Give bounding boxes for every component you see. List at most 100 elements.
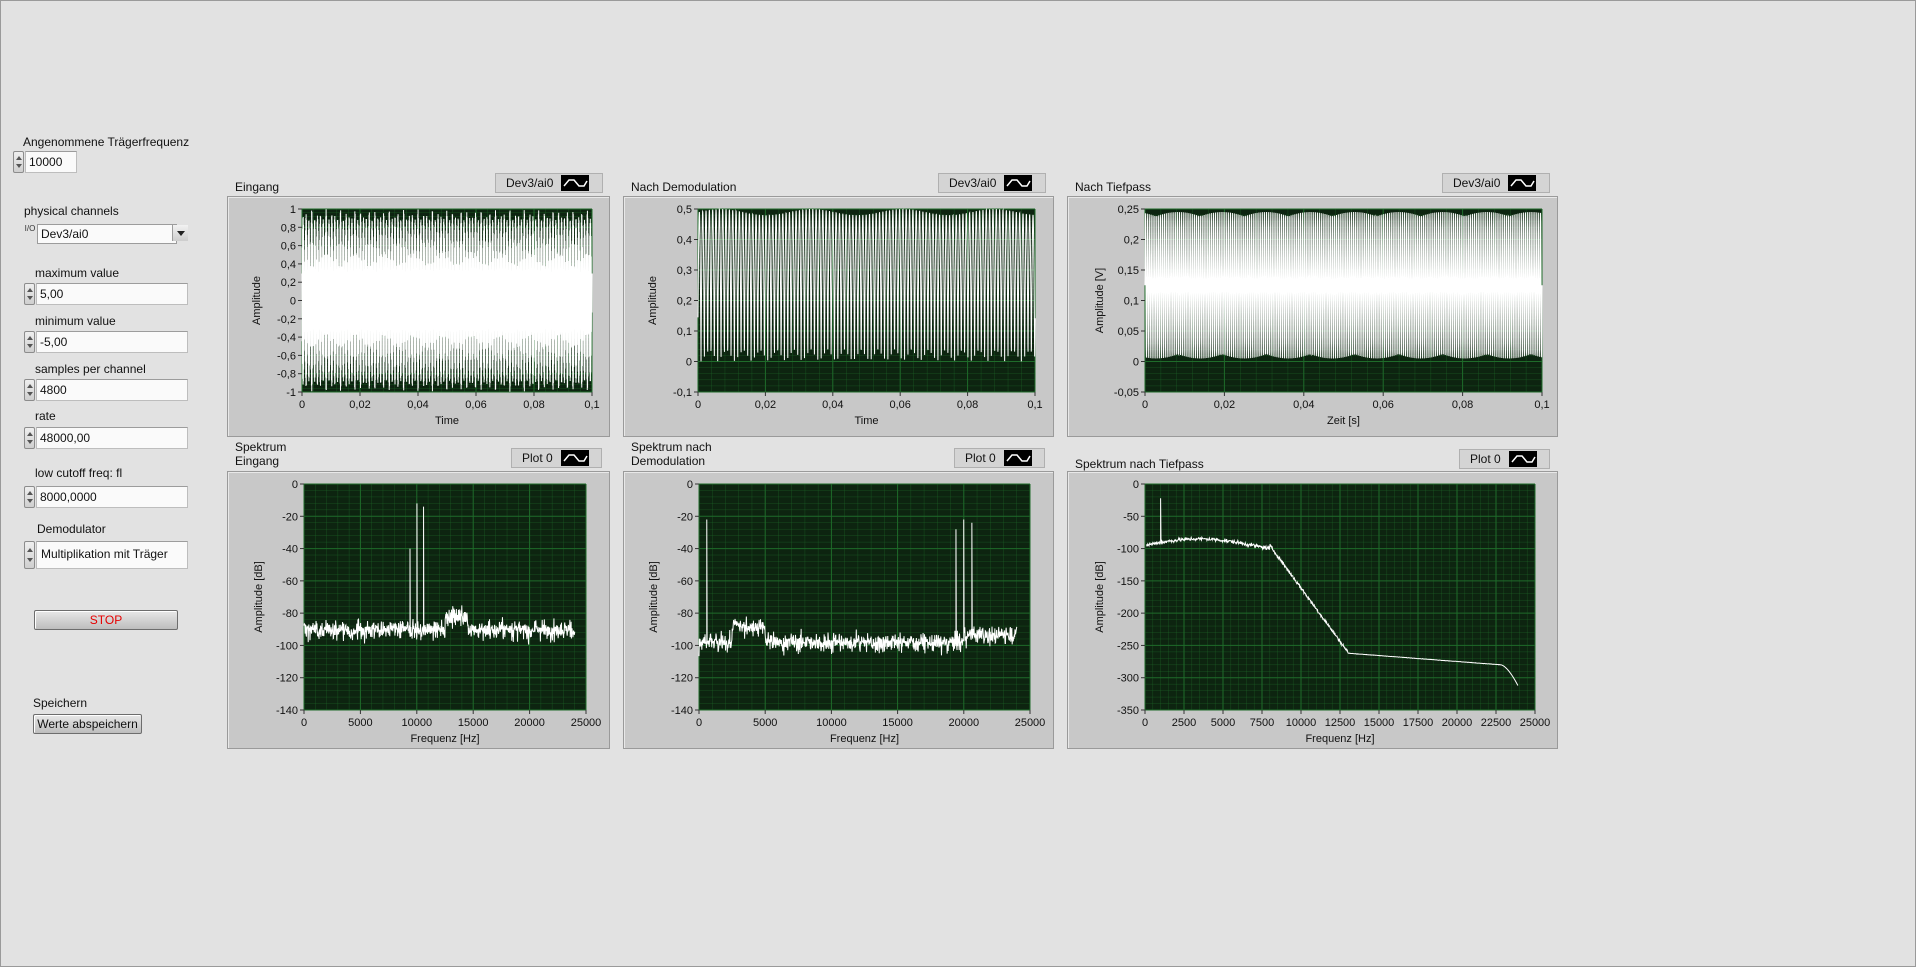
- x-tick-label: 0: [299, 399, 305, 411]
- dropdown-arrow-icon[interactable]: [172, 225, 188, 241]
- plot-legend[interactable]: Dev3/ai0: [938, 173, 1046, 193]
- rate-control: [24, 427, 188, 449]
- physical-channels-value[interactable]: Dev3/ai0: [37, 224, 177, 244]
- y-tick-label: -50: [1123, 511, 1139, 523]
- maximum-value-input[interactable]: [36, 283, 188, 305]
- x-tick-label: 20000: [949, 717, 980, 729]
- samples-per-channel-input[interactable]: [36, 379, 188, 401]
- x-tick-label: 5000: [1211, 717, 1235, 729]
- series-line: [697, 207, 1036, 362]
- increment-arrow-icon: [27, 336, 33, 340]
- demodulator-value[interactable]: Multiplikation mit Träger: [36, 541, 188, 569]
- y-axis-label: Amplitude [V]: [1094, 268, 1106, 333]
- y-tick-label: -0,6: [277, 350, 296, 362]
- y-tick-label: -60: [677, 576, 693, 588]
- x-tick-label: 2500: [1172, 717, 1196, 729]
- increment-arrow-icon: [16, 156, 22, 160]
- decrement-arrow-icon: [27, 392, 33, 396]
- plot-area: [304, 484, 586, 710]
- graph-title-line: Spektrum nach Tiefpass: [1075, 457, 1204, 471]
- minimum-value-input[interactable]: [36, 331, 188, 353]
- x-tick-label: 10000: [1286, 717, 1317, 729]
- plot-area: [699, 484, 1030, 710]
- x-tick-label: 0,1: [584, 399, 599, 411]
- decrement-arrow-icon: [27, 440, 33, 444]
- plot-style-icon[interactable]: [560, 450, 589, 466]
- x-tick-label: 20000: [1442, 717, 1473, 729]
- plot-style-icon[interactable]: [561, 175, 590, 191]
- x-axis-label: Zeit [s]: [1327, 415, 1360, 427]
- samples-per-channel-spinner[interactable]: [24, 379, 35, 401]
- y-axis-label: Amplitude: [251, 276, 263, 325]
- y-tick-label: 0,8: [281, 222, 296, 234]
- plot-style-icon[interactable]: [1508, 175, 1537, 191]
- decrement-arrow-icon: [16, 164, 22, 168]
- y-tick-label: -350: [1117, 705, 1139, 717]
- x-axis-label: Frequenz [Hz]: [410, 733, 479, 745]
- grid-lines: [303, 483, 587, 711]
- x-tick-label: 0: [301, 717, 307, 729]
- y-tick-label: -0,2: [277, 314, 296, 326]
- x-tick-label: 17500: [1403, 717, 1434, 729]
- graph-title-line: Nach Tiefpass: [1075, 180, 1152, 194]
- plot-legend[interactable]: Plot 0: [511, 448, 602, 468]
- y-tick-label: -0,1: [673, 387, 692, 399]
- y-tick-label: -80: [677, 608, 693, 620]
- x-tick-label: 0: [695, 399, 701, 411]
- plot-legend[interactable]: Dev3/ai0: [495, 173, 603, 193]
- x-tick-label: 0,08: [1452, 399, 1473, 411]
- x-tick-label: 0,06: [465, 399, 486, 411]
- graph-title-line: Eingang: [235, 180, 280, 194]
- maximum-value-control: [24, 283, 188, 305]
- carrier-frequency-spinner[interactable]: [13, 151, 24, 173]
- x-tick-label: 0,04: [407, 399, 428, 411]
- carrier-frequency-control: [13, 151, 77, 173]
- rate-spinner[interactable]: [24, 427, 35, 449]
- legend-label: Dev3/ai0: [506, 176, 554, 190]
- y-tick-label: -40: [282, 544, 298, 556]
- plot-legend[interactable]: Dev3/ai0: [1442, 173, 1550, 193]
- plot-legend[interactable]: Plot 0: [1459, 449, 1550, 469]
- graph-title: Spektrum nach Demodulation: [631, 440, 712, 468]
- graph-title-line: Spektrum nach: [631, 440, 712, 454]
- low-cutoff-label: low cutoff freq: fl: [35, 466, 123, 480]
- demodulator-label: Demodulator: [37, 522, 106, 536]
- maximum-value-label: maximum value: [35, 266, 120, 280]
- y-tick-label: 0: [292, 479, 298, 491]
- graph-spektrum-eingang: 0 5000 10000 15000 20000 25000 0 -20 -40 -60 -80 -1…: [227, 471, 610, 749]
- rate-input[interactable]: [36, 427, 188, 449]
- y-tick-label: -120: [276, 673, 298, 685]
- x-tick-label: 0,1: [1534, 399, 1549, 411]
- carrier-frequency-input[interactable]: [25, 151, 77, 173]
- graph-title-line: Eingang: [235, 454, 280, 468]
- chart-svg: 0 2500 5000 7500 10000 12500 15000 17500 20000 22…: [1094, 479, 1550, 745]
- y-tick-label: 0,25: [1118, 204, 1139, 216]
- y-tick-label: -200: [1117, 608, 1139, 620]
- low-cutoff-spinner[interactable]: [24, 486, 35, 508]
- y-tick-label: -0,05: [1114, 387, 1139, 399]
- low-cutoff-input[interactable]: [36, 486, 188, 508]
- x-tick-label: 15000: [1364, 717, 1395, 729]
- save-values-button[interactable]: Werte abspeichern: [33, 714, 142, 734]
- series-line: [1146, 498, 1519, 686]
- maximum-value-spinner[interactable]: [24, 283, 35, 305]
- x-tick-label: 15000: [882, 717, 913, 729]
- legend-label: Plot 0: [1470, 452, 1501, 466]
- graph-spektrum-nach-demodulation: 0 5000 10000 15000 20000 25000 0 -20 -40 -60 -80 -1…: [623, 471, 1054, 749]
- chart-svg: 0 0,02 0,04 0,06 0,08 0,1 1 0,8 0,6 0,4 0,2 0 -0,2 -0…: [251, 204, 600, 427]
- plot-style-icon[interactable]: [1004, 175, 1033, 191]
- plot-style-icon[interactable]: [1508, 451, 1537, 467]
- y-tick-label: 0,5: [677, 204, 692, 216]
- plot-legend[interactable]: Plot 0: [954, 448, 1045, 468]
- y-tick-label: 0,4: [281, 259, 296, 271]
- minimum-value-spinner[interactable]: [24, 331, 35, 353]
- x-tick-label: 0: [1142, 399, 1148, 411]
- stop-button[interactable]: STOP: [34, 610, 178, 630]
- increment-arrow-icon: [27, 548, 33, 552]
- x-tick-label: 0,04: [1293, 399, 1314, 411]
- physical-channels-select[interactable]: I/O Dev3/ai0: [24, 224, 188, 244]
- y-tick-label: 0,6: [281, 241, 296, 253]
- demodulator-spinner[interactable]: [24, 541, 35, 569]
- y-tick-label: -140: [276, 705, 298, 717]
- plot-style-icon[interactable]: [1003, 450, 1032, 466]
